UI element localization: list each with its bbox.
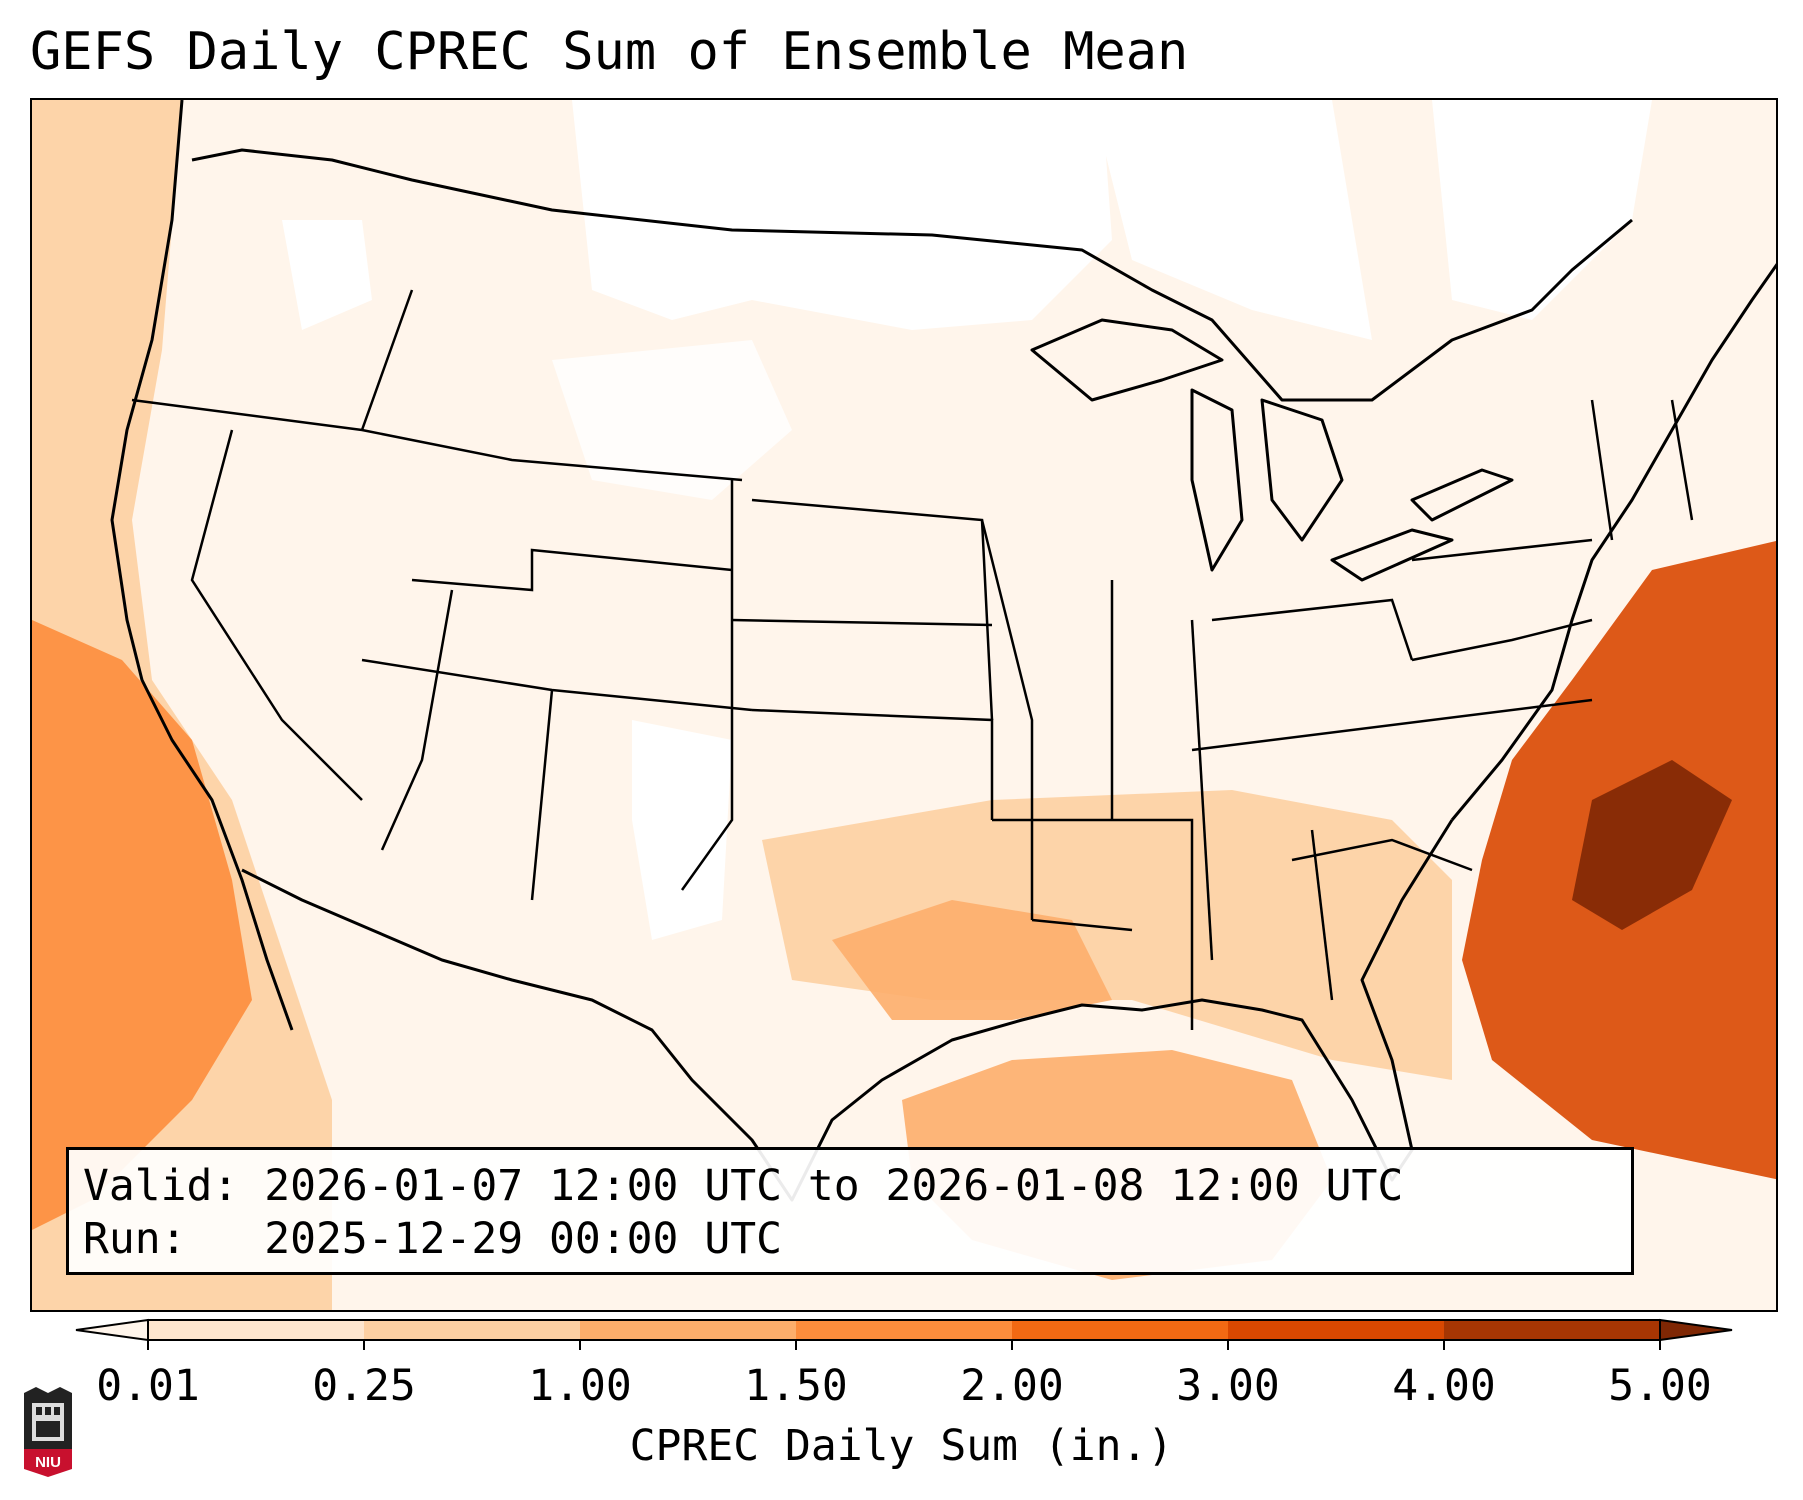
precip-region-south-central-us	[762, 790, 1452, 1080]
colorbar-segment	[1444, 1320, 1661, 1340]
geographic-boundaries	[110, 100, 1776, 1202]
colorbar-segment	[148, 1320, 365, 1340]
colorbar-outline	[147, 1319, 1661, 1341]
colorbar: 0.01 0.25 1.00 1.50 2.00 3.00 4.00 5.00	[75, 1318, 1733, 1411]
colorbar-tick-label: 1.00	[528, 1361, 632, 1411]
colorbar-tick-label: 0.25	[312, 1361, 416, 1411]
colorbar-extend-max	[1659, 1318, 1733, 1342]
run-line: Run: 2025-12-29 00:00 UTC	[83, 1213, 1617, 1266]
validity-info-box: Valid: 2026-01-07 12:00 UTC to 2026-01-0…	[66, 1147, 1634, 1275]
colorbar-segment	[796, 1320, 1013, 1340]
colorbar-label: CPREC Daily Sum (in.)	[629, 1421, 1174, 1471]
university-logo: NIU	[24, 1387, 72, 1477]
colorbar-segment	[1228, 1320, 1445, 1340]
colorbar-segment	[1012, 1320, 1229, 1340]
state-boundaries	[131, 289, 1694, 1030]
colorbar-extend-min	[75, 1318, 149, 1342]
colorbar-tick-label: 0.01	[96, 1361, 200, 1411]
colorbar-tick-label: 5.00	[1608, 1361, 1712, 1411]
map-panel	[30, 98, 1778, 1312]
colorbar-tick-label: 1.50	[744, 1361, 848, 1411]
valid-label: Valid:	[83, 1161, 239, 1211]
precip-region-east-texas-louisiana	[832, 900, 1112, 1020]
run-label: Run:	[83, 1214, 187, 1264]
colorbar-segment	[364, 1320, 581, 1340]
logo-text: NIU	[35, 1454, 61, 1471]
colorbar-tick-label: 4.00	[1392, 1361, 1496, 1411]
run-value: 2025-12-29 00:00 UTC	[264, 1214, 782, 1264]
map-title: GEFS Daily CPREC Sum of Ensemble Mean	[30, 22, 1189, 82]
valid-value: 2026-01-07 12:00 UTC to 2026-01-08 12:00…	[264, 1161, 1404, 1211]
dry-areas	[282, 100, 1652, 940]
colorbar-segment	[580, 1320, 797, 1340]
colorbar-tick-label: 3.00	[1176, 1361, 1280, 1411]
valid-line: Valid: 2026-01-07 12:00 UTC to 2026-01-0…	[83, 1160, 1617, 1213]
colorbar-tick-label: 2.00	[960, 1361, 1064, 1411]
precip-region-pacific-offshore	[32, 620, 252, 1230]
precipitation-map	[32, 100, 1776, 1310]
precip-region-atlantic-core	[1572, 760, 1732, 930]
